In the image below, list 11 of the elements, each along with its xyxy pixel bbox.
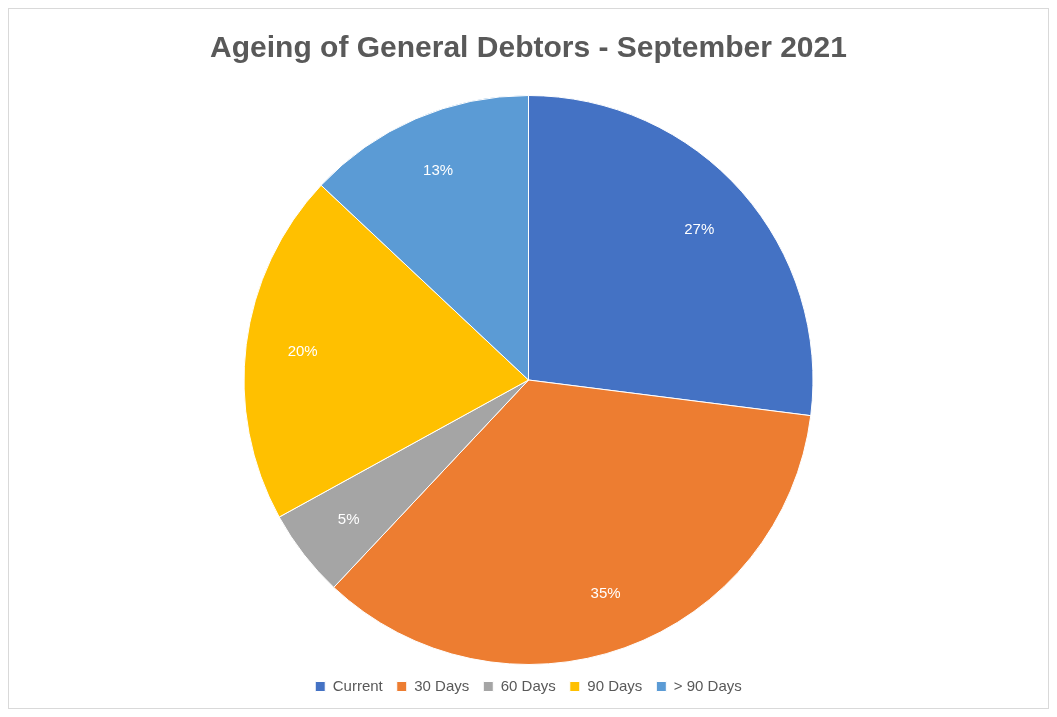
legend-label: Current <box>332 676 384 694</box>
chart-title: Ageing of General Debtors - September 2021 <box>210 30 847 64</box>
data-label: 13% <box>423 161 454 179</box>
legend-label: > 90 Days <box>673 676 742 694</box>
data-label: 35% <box>590 584 621 602</box>
data-label: 20% <box>287 341 318 359</box>
legend-label: 30 Days <box>414 676 470 694</box>
legend-label: 60 Days <box>500 676 556 694</box>
data-label: 27% <box>684 219 715 237</box>
data-label: 5% <box>337 509 360 527</box>
legend-label: 90 Days <box>587 676 643 694</box>
